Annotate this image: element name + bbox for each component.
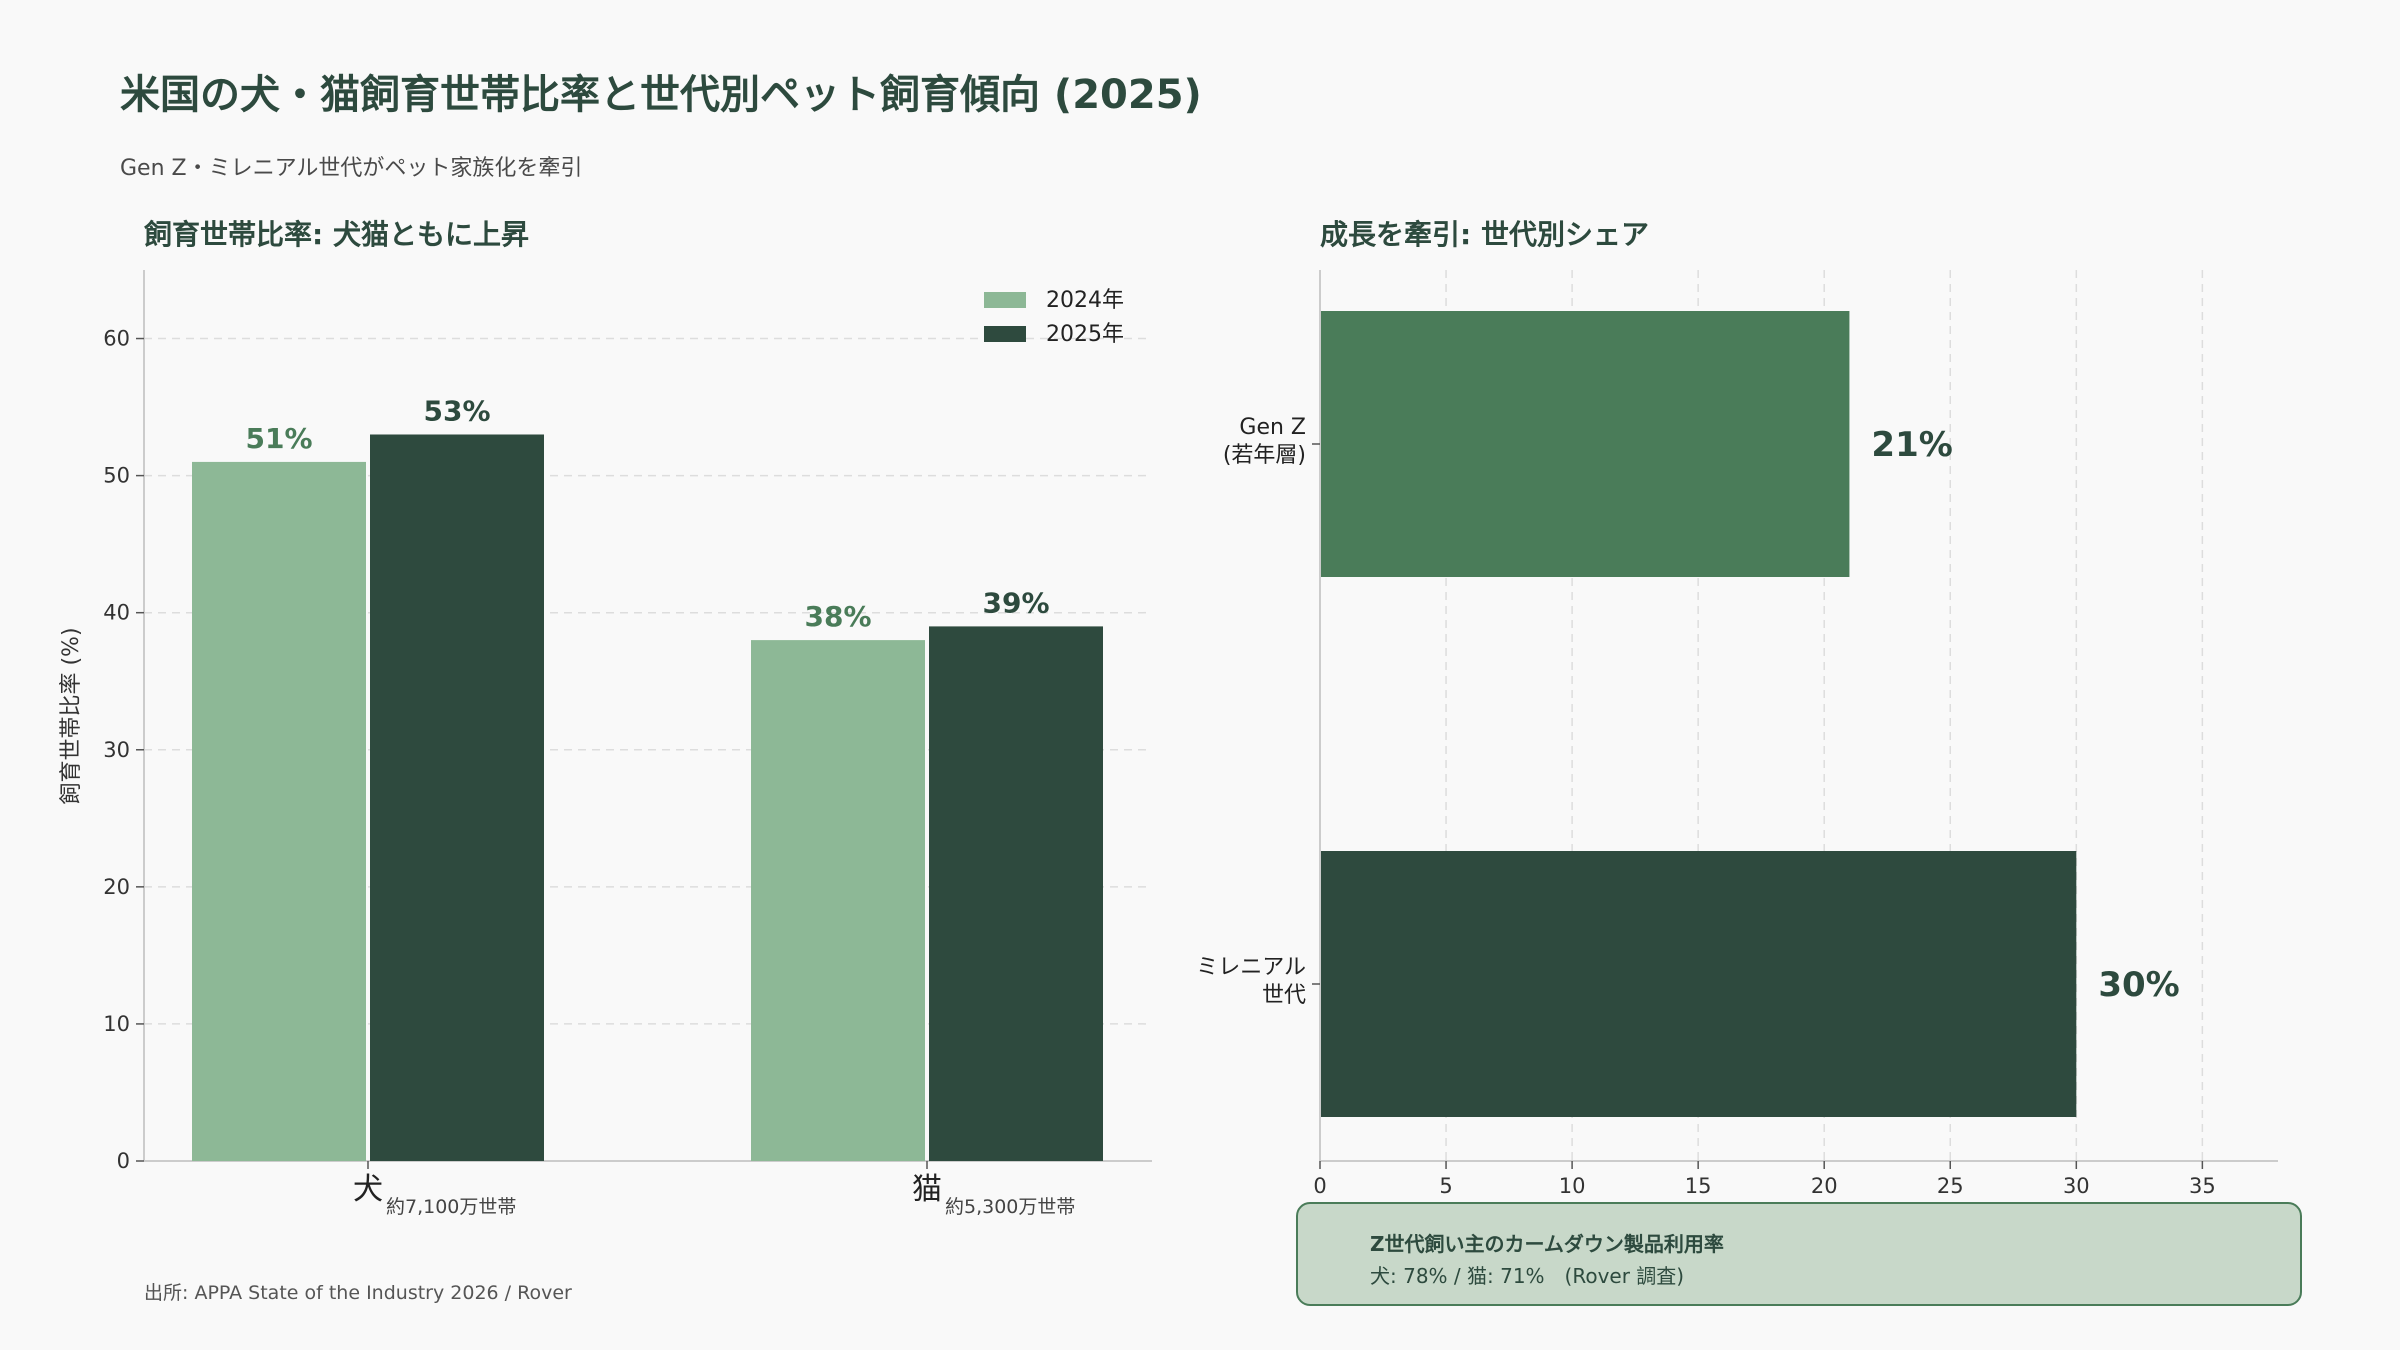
category-label: 犬 <box>353 1172 383 1207</box>
legend-label-0: 2024年 <box>1046 288 1124 313</box>
hbar-1 <box>1321 851 2077 1117</box>
left-y-tick-label: 0 <box>117 1149 130 1173</box>
right-bars: 21% 30% <box>1321 311 2180 1117</box>
legend-label-1: 2025年 <box>1046 322 1124 347</box>
left-bars: 51% 53% 38% 39% <box>192 394 1103 1161</box>
right-x-tick-label: 5 <box>1439 1174 1452 1198</box>
left-y-tick-label: 20 <box>103 875 130 899</box>
right-x-tick-label: 10 <box>1559 1174 1586 1198</box>
hbar-category-label: ミレニアル <box>1196 955 1306 980</box>
left-y-tick-label: 50 <box>103 464 130 488</box>
info-box: Z世代飼い主のカームダウン製品利用率 犬: 78% / 猫: 71% (Rove… <box>1296 1202 2302 1306</box>
right-x-tick-label: 15 <box>1685 1174 1712 1198</box>
right-x-ticks: 0 5 10 15 20 25 30 35 <box>1313 1161 2216 1198</box>
bar-2024-0 <box>192 461 366 1161</box>
left-chart-title: 飼育世帯比率: 犬猫ともに上昇 <box>144 218 529 251</box>
right-x-tick-label: 35 <box>2189 1174 2216 1198</box>
bar-2025-1 <box>929 626 1103 1161</box>
legend-swatch-0 <box>984 292 1026 308</box>
bar-value-label: 51% <box>245 422 312 455</box>
hbar-category-label: (若年層) <box>1223 443 1306 468</box>
right-categories: Gen Z (若年層) ミレニアル世代 <box>1196 415 1320 1008</box>
hbar-value-label: 30% <box>2098 965 2179 1005</box>
left-y-ticks: 0 10 20 30 40 50 60 <box>103 327 144 1173</box>
left-y-tick-label: 40 <box>103 601 130 625</box>
category-label: 猫 <box>912 1172 942 1207</box>
right-x-tick-label: 25 <box>1937 1174 1964 1198</box>
right-x-tick-label: 20 <box>1811 1174 1838 1198</box>
bar-2025-0 <box>370 434 544 1161</box>
bar-value-label: 53% <box>423 394 490 427</box>
left-categories: 犬約7,100万世帯 猫約5,300万世帯 <box>353 1161 1075 1218</box>
right-x-tick-label: 0 <box>1313 1174 1326 1198</box>
info-box-body: 犬: 78% / 猫: 71% (Rover 調査) <box>1370 1264 1685 1288</box>
info-box-title: Z世代飼い主のカームダウン製品利用率 <box>1370 1232 1724 1256</box>
legend-swatch-1 <box>984 326 1026 342</box>
source-note: 出所: APPA State of the Industry 2026 / Ro… <box>144 1282 572 1304</box>
page-title: 米国の犬・猫飼育世帯比率と世代別ペット飼育傾向 (2025) <box>120 72 1202 118</box>
bar-value-label: 38% <box>804 600 871 633</box>
bar-value-label: 39% <box>982 586 1049 619</box>
hbar-category-label: Gen Z <box>1239 415 1306 440</box>
right-chart-title: 成長を牽引: 世代別シェア <box>1320 218 1649 251</box>
right-x-tick-label: 30 <box>2063 1174 2090 1198</box>
category-sublabel: 約5,300万世帯 <box>945 1196 1075 1218</box>
page-subtitle: Gen Z・ミレニアル世代がペット家族化を牽引 <box>120 156 583 181</box>
left-y-tick-label: 30 <box>103 738 130 762</box>
left-y-tick-label: 60 <box>103 327 130 351</box>
left-y-tick-label: 10 <box>103 1012 130 1036</box>
hbar-category-label: 世代 <box>1262 983 1306 1008</box>
bar-2024-1 <box>751 640 925 1161</box>
hbar-value-label: 21% <box>1871 425 1952 465</box>
legend: 2024年 2025年 <box>984 288 1124 347</box>
hbar-0 <box>1321 311 1850 577</box>
left-y-axis-label: 飼育世帯比率 (%) <box>59 627 84 804</box>
category-sublabel: 約7,100万世帯 <box>386 1196 516 1218</box>
